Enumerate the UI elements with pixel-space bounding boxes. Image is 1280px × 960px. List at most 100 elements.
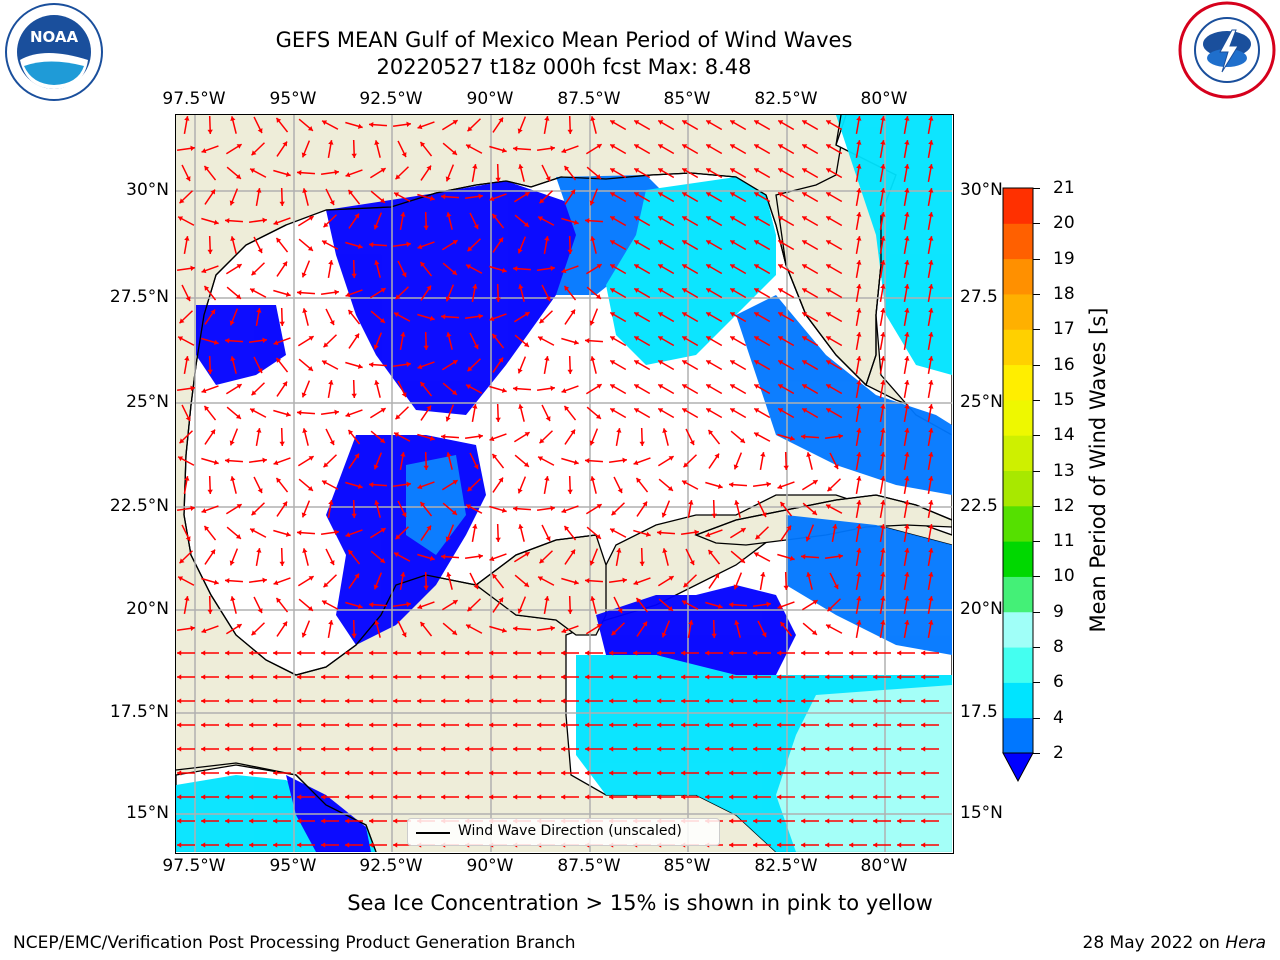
direction-arrowhead (610, 336, 616, 341)
direction-arrowhead (811, 510, 817, 515)
svg-text:NOAA: NOAA (30, 28, 79, 46)
direction-arrowhead (321, 770, 326, 776)
direction-arrowhead (417, 604, 423, 610)
direction-arrowhead (585, 650, 590, 656)
direction-arrowhead (921, 746, 926, 752)
direction-arrowhead (761, 632, 767, 638)
direction-arrowhead (730, 168, 736, 173)
direction-arrowhead (374, 380, 380, 386)
direction-arrowhead (276, 477, 282, 483)
direction-arrowhead (802, 264, 808, 269)
direction-arrowhead (873, 818, 878, 824)
direction-arrowhead (369, 770, 374, 776)
direction-arrowhead (249, 818, 254, 824)
direction-arrowhead (778, 408, 784, 413)
colorbar-tick: 19 (1053, 248, 1075, 269)
direction-arrowhead (778, 264, 784, 269)
direction-arrowhead (230, 116, 236, 122)
legend-label: Wind Wave Direction (unscaled) (458, 823, 682, 839)
direction-arrowhead (445, 176, 451, 182)
direction-arrowhead (880, 140, 886, 145)
direction-arrowhead (856, 620, 862, 625)
colorbar-tick: 9 (1053, 601, 1064, 622)
direction-arrowhead (561, 770, 566, 776)
direction-arrowhead (297, 698, 302, 704)
direction-arrowhead (856, 452, 862, 457)
lon-tick-bottom: 80°W (860, 856, 908, 876)
direction-arrowhead (590, 596, 596, 602)
direction-arrowhead (754, 432, 760, 438)
direction-arrowhead (417, 722, 422, 728)
direction-arrowhead (225, 818, 230, 824)
direction-arrowhead (729, 746, 734, 752)
direction-arrowhead (658, 240, 664, 245)
direction-arrowhead (513, 770, 518, 776)
direction-arrowhead (213, 339, 219, 345)
direction-arrowhead (328, 500, 334, 505)
lon-tick-bottom: 87.5°W (557, 856, 621, 876)
direction-arrowhead (585, 794, 590, 800)
direction-arrowhead (689, 440, 695, 446)
direction-arrowhead (856, 500, 862, 505)
direction-arrowhead (754, 168, 760, 173)
direction-arrowhead (825, 698, 830, 704)
direction-arrowhead (777, 794, 782, 800)
direction-arrowhead (777, 650, 782, 656)
direction-arrowhead (778, 144, 784, 149)
direction-arrowhead (681, 794, 686, 800)
direction-arrowhead (689, 560, 695, 566)
direction-arrowhead (184, 596, 190, 601)
direction-arrowhead (177, 674, 182, 680)
direction-arrowhead (441, 553, 446, 560)
direction-arrowhead (282, 381, 288, 387)
direction-arrowhead (452, 480, 458, 485)
colorbar-tick: 21 (1053, 178, 1075, 198)
direction-arrowhead (802, 168, 808, 173)
direction-arrowhead (379, 558, 385, 563)
direction-arrowhead (760, 572, 766, 577)
direction-arrowhead (838, 553, 843, 559)
direction-arrowhead (688, 500, 694, 505)
direction-arrowhead (682, 600, 688, 606)
direction-arrowhead (633, 674, 638, 680)
direction-arrowhead (622, 457, 627, 463)
direction-arrowhead (801, 698, 806, 704)
direction-arrowhead (322, 600, 328, 606)
direction-arrowhead (610, 240, 616, 245)
direction-arrowhead (524, 552, 530, 557)
direction-arrowhead (417, 674, 422, 680)
direction-arrowhead (657, 794, 662, 800)
lon-tick-bottom: 82.5°W (754, 856, 818, 876)
direction-arrowhead (928, 212, 934, 217)
direction-arrowhead (517, 368, 523, 374)
direction-arrowhead (801, 674, 806, 680)
direction-arrowhead (178, 336, 184, 342)
lat-tick-right: 17.5 (960, 702, 998, 722)
direction-arrowhead (928, 596, 934, 601)
direction-arrowhead (301, 152, 307, 158)
direction-arrowhead (177, 794, 182, 800)
direction-arrowhead (880, 356, 886, 361)
direction-arrowhead (251, 390, 257, 396)
direction-arrowhead (904, 572, 910, 577)
direction-arrowhead (334, 529, 339, 535)
direction-arrowhead (225, 674, 230, 680)
direction-arrowhead (802, 336, 808, 341)
direction-arrowhead (730, 120, 736, 125)
direction-arrowhead (420, 501, 426, 507)
direction-arrowhead (262, 337, 267, 343)
lon-tick-top: 87.5°W (557, 89, 621, 109)
direction-arrowhead (250, 288, 256, 294)
direction-arrowhead (754, 240, 760, 245)
direction-arrowhead (778, 120, 784, 125)
direction-arrowhead (682, 336, 688, 341)
direction-arrowhead (634, 360, 640, 365)
direction-arrowhead (235, 534, 241, 539)
direction-arrowhead (561, 722, 566, 728)
direction-arrowhead (633, 580, 639, 586)
direction-arrowhead (297, 289, 302, 296)
direction-arrowhead (394, 192, 400, 198)
direction-arrowhead (518, 164, 524, 170)
direction-arrowhead (708, 429, 714, 435)
direction-arrowhead (564, 165, 570, 171)
